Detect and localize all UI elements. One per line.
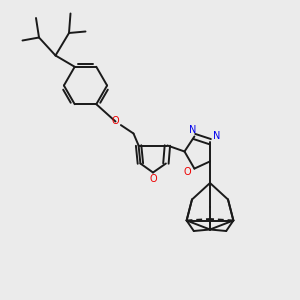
Text: O: O <box>184 167 192 177</box>
Text: O: O <box>149 174 157 184</box>
Text: O: O <box>112 116 119 127</box>
Text: N: N <box>213 131 220 141</box>
Text: N: N <box>189 125 197 135</box>
